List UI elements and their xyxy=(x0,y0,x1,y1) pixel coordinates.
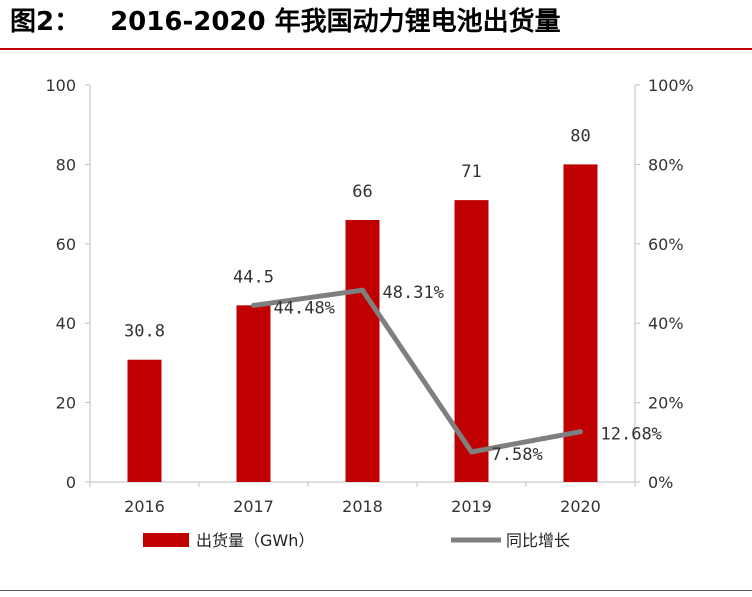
bottom-rule xyxy=(0,590,752,591)
x-tick-label: 2017 xyxy=(233,497,274,516)
y-right-tick-label: 60% xyxy=(648,235,684,254)
legend: 出货量（GWh） 同比增长 xyxy=(143,531,570,550)
growth-point xyxy=(360,287,365,293)
y-left-tick-label: 60 xyxy=(56,235,76,254)
growth-value-label: 44.48% xyxy=(274,298,335,318)
bar-value-label: 71 xyxy=(461,162,481,182)
x-tick-label: 2016 xyxy=(124,497,165,516)
bar-value-label: 80 xyxy=(570,126,590,146)
y-right-tick-label: 0% xyxy=(648,473,673,492)
title-underline xyxy=(0,48,752,50)
bar xyxy=(563,164,598,482)
x-tick-label: 2019 xyxy=(451,497,492,516)
chart-title: 图2： 2016-2020 年我国动力锂电池出货量 xyxy=(10,4,561,40)
y-left-tick-label: 0 xyxy=(66,473,76,492)
bar-value-label: 30.8 xyxy=(124,322,165,342)
y-right-tick-label: 40% xyxy=(648,314,684,333)
bar-value-label: 66 xyxy=(352,182,372,202)
growth-point xyxy=(469,449,474,455)
y-left-tick-label: 40 xyxy=(56,314,76,333)
growth-value-label: 12.68% xyxy=(601,425,662,445)
bar-value-label: 44.5 xyxy=(233,267,274,287)
y-left-tick-label: 80 xyxy=(56,155,76,174)
figure-label: 图2： xyxy=(10,7,81,37)
bar xyxy=(454,200,489,482)
growth-line xyxy=(251,287,583,455)
growth-point xyxy=(251,302,256,308)
axes: 0 20 40 60 80 100 0% 20% 40% 60% 80% 100% 2016 2017 20… xyxy=(45,76,693,516)
legend-bar-swatch xyxy=(143,533,189,547)
legend-line-label: 同比增长 xyxy=(506,531,570,550)
data-labels: 30.8 44.5 66 71 80 44.48% 48.31% 7.58% 12.68% xyxy=(124,126,662,465)
bar xyxy=(127,359,162,482)
y-right-tick-label: 20% xyxy=(648,394,684,413)
x-tick-label: 2018 xyxy=(342,497,383,516)
figure-title: 2016-2020 年我国动力锂电池出货量 xyxy=(110,7,561,37)
bar xyxy=(236,305,271,482)
bars xyxy=(127,164,598,483)
x-tick-label: 2020 xyxy=(560,497,601,516)
growth-value-label: 7.58% xyxy=(492,445,543,465)
legend-bar-label: 出货量（GWh） xyxy=(196,531,314,550)
bar xyxy=(345,219,380,483)
growth-line-path xyxy=(253,287,581,455)
growth-point xyxy=(578,429,583,435)
growth-value-label: 48.31% xyxy=(383,283,444,303)
y-left-tick-label: 20 xyxy=(56,394,76,413)
y-right-tick-label: 80% xyxy=(648,155,684,174)
y-left-tick-label: 100 xyxy=(45,76,76,95)
y-right-tick-label: 100% xyxy=(648,76,694,95)
